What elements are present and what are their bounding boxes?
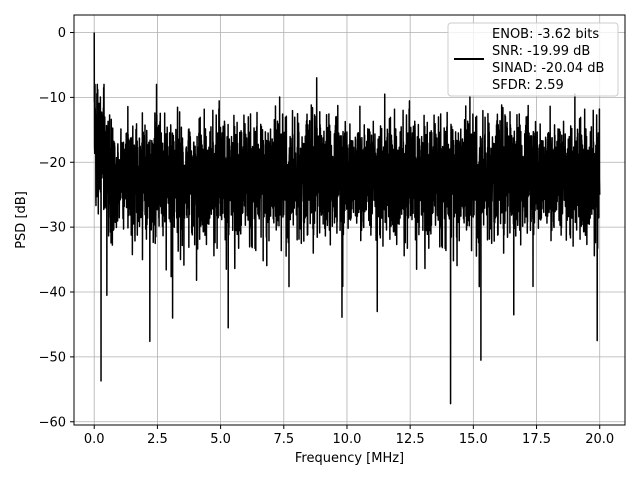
axes-frame: [73, 14, 626, 426]
legend: ENOB: -3.62 bits SNR: -19.99 dB SINAD: -20…: [447, 22, 619, 97]
axis-ticks: 0.0 2.5 5.0 7.5 10.0 12.5 15.0 17.5 20.0 0 −10 −20 −…: [39, 26, 615, 447]
legend-label-line: ENOB: -3.62 bits: [492, 27, 599, 42]
x-tick-label: 2.5: [147, 432, 168, 447]
x-tick-label: 15.0: [459, 432, 488, 447]
legend-box: [447, 22, 619, 97]
x-tick-label: 0.0: [84, 432, 105, 447]
x-tick-label: 20.0: [585, 432, 614, 447]
x-tick-label: 7.5: [273, 432, 294, 447]
x-tick-label: 10.0: [332, 432, 361, 447]
y-tick-label: −50: [39, 350, 66, 365]
legend-entry: ENOB: -3.62 bits SNR: -19.99 dB SINAD: -20…: [492, 27, 604, 93]
y-axis-label: PSD [dB]: [14, 191, 29, 249]
y-tick-label: 0: [58, 26, 66, 41]
y-tick-label: −40: [39, 286, 66, 301]
x-tick-label: 5.0: [210, 432, 231, 447]
legend-label-line: SINAD: -20.04 dB: [492, 61, 604, 76]
plot-area: [93, 32, 601, 405]
y-tick-label: −20: [39, 156, 66, 171]
x-tick-label: 12.5: [396, 432, 425, 447]
psd-series-line: [93, 32, 601, 405]
x-tick-label: 17.5: [522, 432, 551, 447]
y-tick-label: −60: [39, 415, 66, 430]
y-tick-label: −10: [39, 91, 66, 106]
x-axis-label: Frequency [MHz]: [295, 451, 404, 466]
legend-label-line: SFDR: 2.59: [492, 78, 564, 93]
legend-label-line: SNR: -19.99 dB: [492, 44, 590, 59]
y-tick-label: −30: [39, 221, 66, 236]
